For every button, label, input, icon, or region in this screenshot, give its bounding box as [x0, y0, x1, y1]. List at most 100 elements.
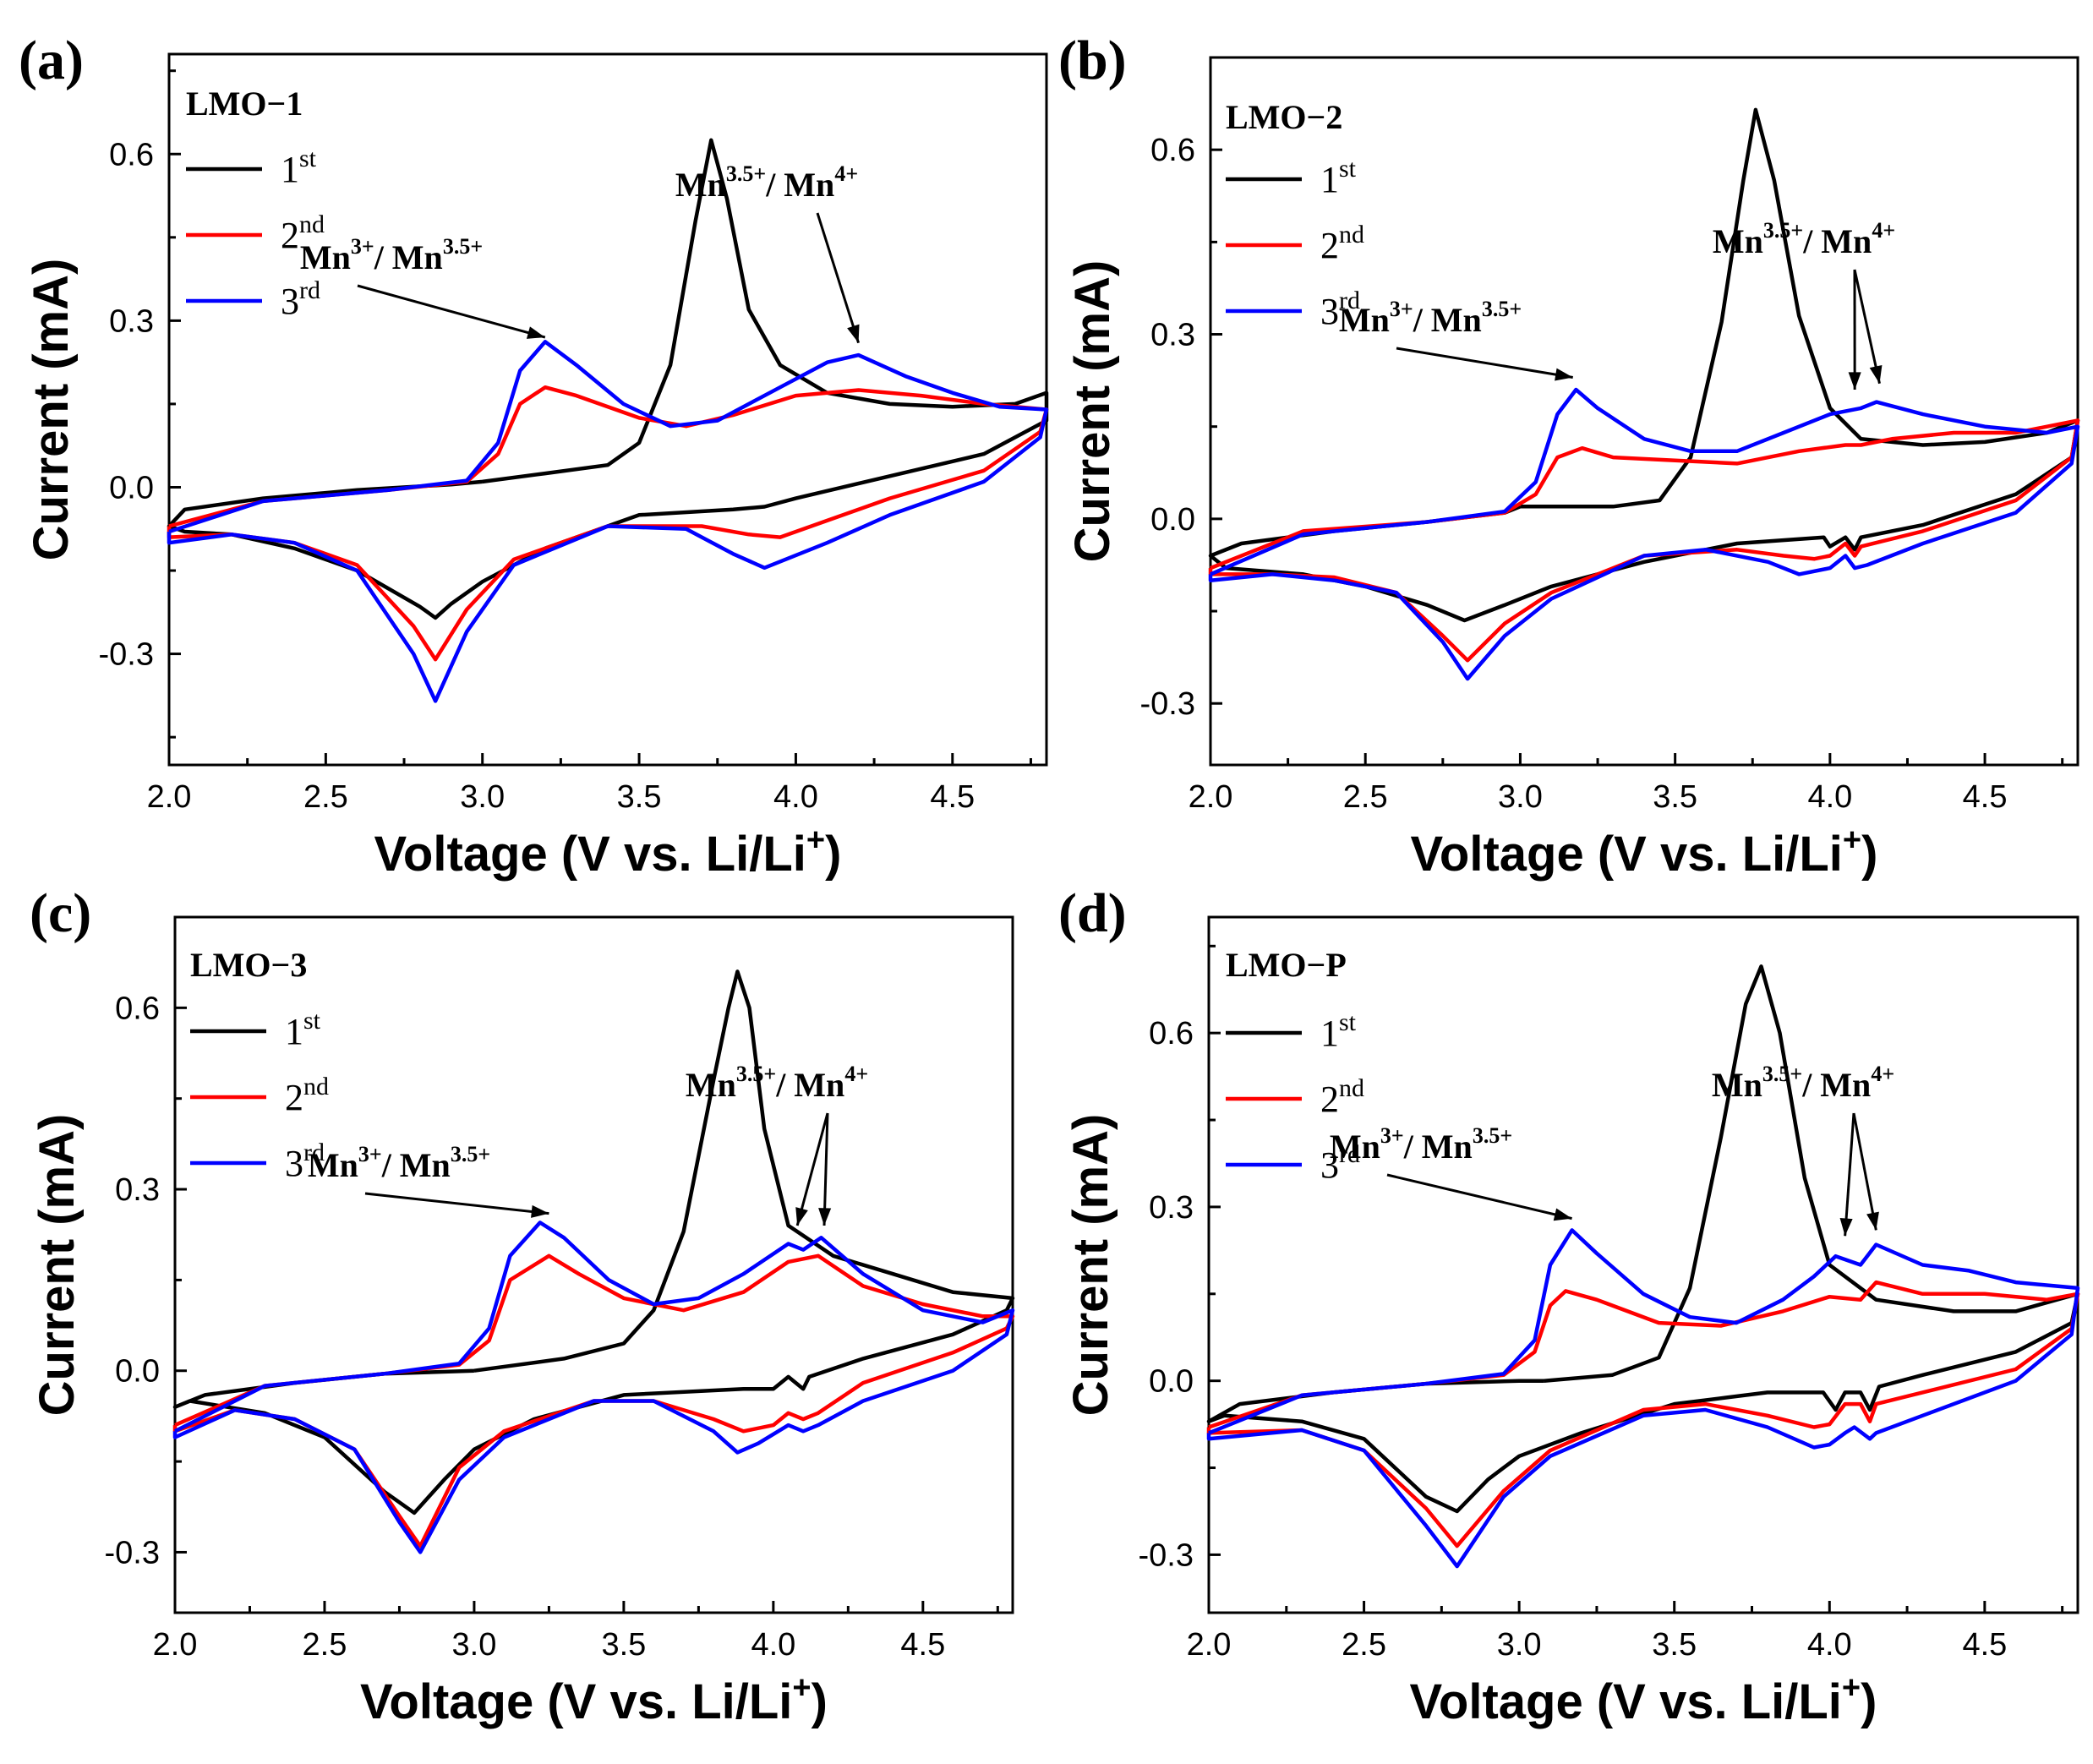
legend-entry: 3rd [285, 1139, 325, 1184]
x-tick-label: 3.5 [617, 779, 662, 815]
x-axis-label: Voltage (V vs. Li/Li+) [1411, 822, 1878, 882]
annotation-arrow-head [1553, 1208, 1572, 1221]
y-tick-label: 0.6 [115, 991, 160, 1026]
annotation-arrow-line [795, 1112, 829, 1226]
chart-panel-4: 2.0 2.5 3.0 3.5 4.0 4.5 -0.3 0.0 0.3 0.6 Voltage (… [1058, 882, 2080, 1729]
annotation-label: Mn3+/ Mn3.5+ [300, 234, 483, 276]
x-tick-label: 4.0 [751, 1627, 795, 1663]
y-axis-label: Current (mA) [1065, 260, 1120, 563]
panel-label: (b) [1058, 30, 1127, 91]
legend-entry: 2nd [285, 1073, 329, 1118]
annotation-label: Mn3.5+/ Mn4+ [675, 161, 858, 204]
annotation-label: Mn3.5+/ Mn4+ [1712, 1062, 1894, 1104]
annotation-arrow-head [847, 324, 860, 343]
series-line-1st [1208, 107, 2080, 623]
y-tick-label: -0.3 [99, 637, 154, 673]
x-tick-label: 3.5 [1652, 1627, 1697, 1663]
x-tick-label: 2.0 [147, 779, 192, 815]
x-tick-label: 4.5 [1963, 779, 2008, 815]
x-axis-label: Voltage (V vs. Li/Li+) [360, 1670, 828, 1729]
series-line-3rd [167, 340, 1049, 703]
chart-panel-2: 2.0 2.5 3.0 3.5 4.0 4.5 -0.3 0.0 0.3 0.6 Voltage (… [1058, 30, 2080, 882]
legend-entry: 2nd [1320, 1074, 1364, 1120]
y-tick-label: -0.3 [1139, 1537, 1194, 1573]
y-tick-label: 0.3 [1150, 318, 1195, 353]
annotation-arrow-line [357, 284, 546, 339]
annotation-arrow-line [1852, 1112, 1877, 1231]
annotation-arrow-head [526, 326, 545, 339]
annotation-label: Mn3.5+/ Mn4+ [686, 1062, 868, 1104]
y-tick-label: -0.3 [1140, 686, 1195, 722]
x-tick-label: 2.5 [1343, 779, 1388, 815]
series-line-1st [1206, 964, 2080, 1514]
sample-label: LMO−P [1226, 946, 1347, 984]
x-tick-label: 2.5 [1342, 1627, 1386, 1663]
y-tick-label: 0.0 [1149, 1364, 1194, 1400]
annotation-arrow-line [1853, 269, 1881, 385]
annotation-label: Mn3+/ Mn3.5+ [1330, 1123, 1512, 1166]
annotation-arrow-line [822, 1112, 829, 1226]
y-tick-label: 0.6 [109, 137, 154, 172]
annotation-arrow-head [795, 1207, 808, 1226]
series-line-2nd [1206, 1280, 2080, 1548]
sample-label: LMO−2 [1226, 98, 1342, 136]
y-axis-label: Current (mA) [1063, 1114, 1118, 1417]
x-tick-label: 2.5 [303, 1627, 347, 1663]
series-line-2nd [167, 385, 1049, 662]
y-tick-label: 0.0 [1150, 502, 1195, 538]
panel-label: (d) [1058, 882, 1127, 944]
series-line-2nd [172, 1253, 1015, 1548]
x-axis-label: Voltage (V vs. Li/Li+) [374, 822, 842, 882]
annotation-arrow-head [1839, 1218, 1853, 1237]
y-tick-label: 0.3 [109, 303, 154, 339]
x-tick-label: 3.0 [1497, 1627, 1542, 1663]
y-tick-label: 0.6 [1150, 133, 1195, 168]
x-tick-label: 3.0 [452, 1627, 497, 1663]
y-axis-label: Current (mA) [24, 259, 79, 561]
x-tick-label: 4.5 [900, 1627, 945, 1663]
x-tick-label: 3.5 [1653, 779, 1697, 815]
annotation-label: Mn3+/ Mn3.5+ [308, 1142, 490, 1184]
y-tick-label: 0.3 [1149, 1190, 1194, 1226]
y-tick-label: 0.3 [115, 1172, 160, 1208]
series-line-2nd [1208, 418, 2080, 663]
x-tick-label: 3.0 [1498, 779, 1543, 815]
annotation-arrow-line [1396, 347, 1573, 379]
chart-panel-1: 2.0 2.5 3.0 3.5 4.0 4.5 -0.3 0.0 0.3 0.6 Voltage (… [19, 30, 1049, 882]
annotation-arrow-line [816, 212, 861, 344]
legend-entry: 2nd [1320, 221, 1364, 266]
annotation-arrow-line [1386, 1173, 1572, 1221]
legend-entry: 3rd [1320, 1140, 1360, 1186]
chart-panel-3: 2.0 2.5 3.0 3.5 4.0 4.5 -0.3 0.0 0.3 0.6 Voltage (… [30, 882, 1015, 1729]
series-line-1st [172, 969, 1015, 1516]
x-tick-label: 3.0 [460, 779, 505, 815]
legend-entry: 1st [281, 145, 317, 190]
annotation-arrow-head [531, 1204, 549, 1218]
legend-entry: 1st [1320, 155, 1357, 200]
sample-label: LMO−1 [186, 85, 303, 123]
series-line-3rd [1206, 1228, 2080, 1569]
panel-label: (a) [19, 30, 84, 91]
x-tick-label: 2.5 [303, 779, 348, 815]
annotation-arrow-head [1848, 372, 1861, 390]
annotation-arrow-head [1555, 368, 1573, 381]
y-tick-label: 0.0 [109, 470, 154, 505]
legend-entry: 3rd [1320, 287, 1360, 332]
plot-frame [1209, 56, 2079, 767]
x-tick-label: 2.0 [153, 1627, 198, 1663]
y-axis-label: Current (mA) [30, 1114, 85, 1417]
annotation-arrow-head [1866, 1211, 1879, 1231]
legend-entry: 3rd [281, 276, 320, 322]
legend-entry: 1st [285, 1007, 321, 1052]
annotation-arrow-line [1844, 1112, 1855, 1237]
y-tick-label: 0.0 [115, 1354, 160, 1390]
annotation-arrow-head [818, 1208, 832, 1226]
annotation-arrow-head [1869, 364, 1883, 384]
x-tick-label: 4.5 [930, 779, 975, 815]
series-line-3rd [1208, 387, 2080, 681]
legend-entry: 1st [1320, 1008, 1357, 1054]
annotation-label: Mn3.5+/ Mn4+ [1713, 218, 1895, 260]
sample-label: LMO−3 [190, 946, 307, 984]
x-tick-label: 2.0 [1189, 779, 1233, 815]
